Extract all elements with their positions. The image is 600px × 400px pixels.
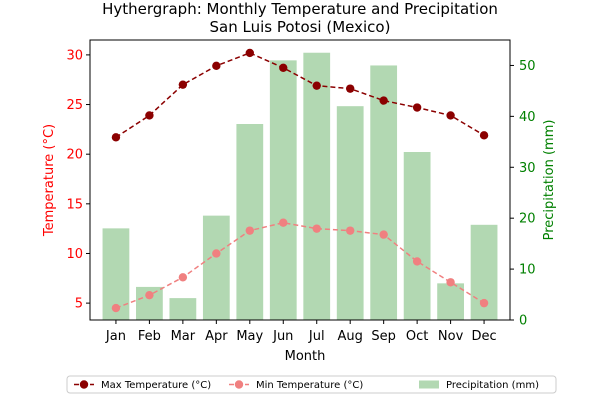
precipitation-bar [370,65,398,320]
precipitation-bar [437,283,464,320]
temperature-point [446,278,455,287]
x-axis: Jan Feb Mar Apr May Jun Jul Aug Sep Oct Nov Dec [105,320,497,344]
left-axis-tick-label: 10 [66,247,83,262]
temperature-point [345,226,355,235]
x-axis-tick-label: Mar [171,329,196,344]
temperature-point [312,224,321,233]
legend-label: Precipitation (mm) [446,380,539,391]
legend-label: Min Temperature (°C) [256,380,363,391]
temperature-point [412,257,422,266]
x-axis-tick-label: Nov [438,329,464,344]
legend-marker-swatch [234,380,244,389]
left-axis-tick-label: 5 [75,297,83,312]
x-axis-tick-label: Jul [308,329,325,344]
x-axis-tick-label: Jun [272,329,293,344]
left-y-axis-label: Temperature (°C) [42,124,57,237]
temperature-point [145,290,154,300]
legend-box [66,375,557,394]
temperature-point [345,84,355,93]
x-axis-tick-label: Jan [105,329,126,344]
right-axis-tick-label: 50 [519,59,536,74]
temperature-point [279,218,288,227]
left-axis-tick-label: 25 [66,98,83,113]
precipitation-bar [202,215,230,320]
x-axis-tick-label: Apr [205,329,228,344]
precipitation-bar [269,60,297,320]
right-y-axis-label: Precipitation (mm) [542,120,557,241]
chart-title: Hythergraph: Monthly Temperature and Pre… [102,0,498,18]
x-axis-tick-label: Feb [138,329,161,344]
x-axis-tick-label: Dec [471,329,496,344]
x-axis-tick-label: May [236,329,263,344]
legend-marker-swatch [79,380,89,389]
temperature-point [446,111,455,120]
x-axis-tick-label: Oct [406,329,428,344]
temperature-point [178,273,188,282]
left-axis-tick-label: 20 [66,148,83,163]
legend: Max Temperature (°C) Min Temperature (°C)… [66,375,557,394]
left-y-axis: 5 10 15 20 25 30 [66,48,90,312]
right-y-axis: 0 10 20 30 40 50 [510,59,536,329]
temperature-point [145,111,154,120]
right-axis-tick-label: 40 [519,110,536,125]
precipitation-bar [303,52,331,321]
right-axis-tick-label: 0 [519,314,527,329]
precipitation-bars [102,52,498,321]
temperature-point [212,61,221,71]
temperature-point [412,103,422,112]
temperature-point [312,81,321,90]
left-axis-tick-label: 30 [66,48,83,63]
temperature-point [178,80,188,89]
temperature-point [245,48,255,58]
precipitation-bar [236,124,264,320]
temperature-point [279,63,288,73]
chart-subtitle: San Luis Potosi (Mexico) [210,18,391,36]
temperature-point [479,131,489,140]
precipitation-bar [336,106,364,320]
temperature-point [479,298,489,308]
legend-label: Max Temperature (°C) [101,380,211,391]
temperature-point [111,303,121,313]
precipitation-bar [403,152,431,320]
right-axis-tick-label: 10 [519,263,536,278]
temperature-lines [111,48,489,313]
right-axis-tick-label: 30 [519,161,536,176]
plot-frame [89,39,511,321]
x-axis-label: Month [285,349,326,364]
left-axis-tick-label: 15 [66,197,83,212]
temperature-point [245,226,255,235]
temperature-line [115,221,485,309]
right-axis-tick-label: 20 [519,212,536,227]
temperature-line [115,52,485,138]
x-axis-tick-label: Sep [371,329,396,344]
temperature-point [212,249,221,258]
legend-bar-swatch [419,380,439,389]
temperature-point [111,133,121,142]
temperature-point [379,230,388,239]
temperature-point [379,96,388,105]
x-axis-tick-label: Aug [338,329,363,344]
precipitation-bar [169,298,197,320]
